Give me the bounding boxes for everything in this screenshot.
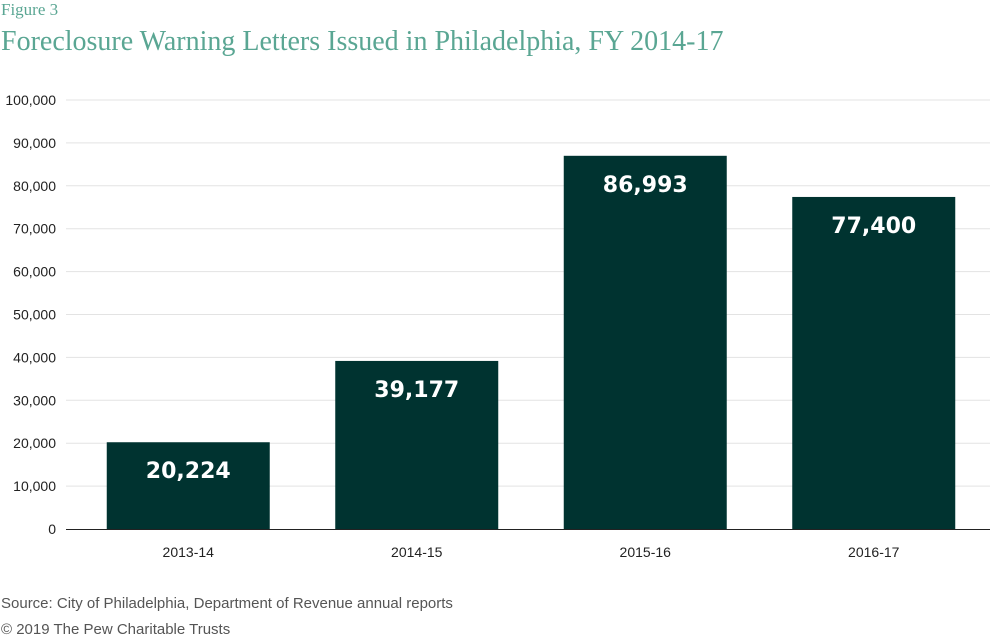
bar-2014-15 <box>335 360 499 529</box>
source-note: Source: City of Philadelphia, Department… <box>1 595 453 612</box>
chart-title: Foreclosure Warning Letters Issued in Ph… <box>1 26 724 57</box>
x-tick-label: 2015-16 <box>620 544 672 560</box>
data-label: 20,224 <box>146 459 231 484</box>
y-tick-label: 60,000 <box>13 264 56 280</box>
copyright-note: © 2019 The Pew Charitable Trusts <box>1 621 231 638</box>
y-tick-label: 20,000 <box>13 435 56 451</box>
y-tick-label: 70,000 <box>13 221 56 237</box>
bar-2015-16 <box>563 155 727 529</box>
y-tick-label: 80,000 <box>13 178 56 194</box>
y-tick-label: 100,000 <box>5 92 56 108</box>
bar-2013-14 <box>106 442 270 529</box>
y-axis-tick-labels: 0 10,000 20,000 30,000 40,000 50,000 60,000 70,… <box>5 92 56 537</box>
y-tick-label: 30,000 <box>13 392 56 408</box>
x-tick-label: 2013-14 <box>163 544 215 560</box>
data-label: 86,993 <box>603 173 688 198</box>
y-tick-label: 0 <box>48 521 56 537</box>
y-tick-label: 50,000 <box>13 307 56 323</box>
y-tick-label: 90,000 <box>13 135 56 151</box>
y-tick-label: 10,000 <box>13 478 56 494</box>
y-tick-label: 40,000 <box>13 349 56 365</box>
x-tick-label: 2014-15 <box>391 544 443 560</box>
data-label: 77,400 <box>831 214 916 239</box>
data-labels: 20,224 39,177 86,993 77,400 <box>146 173 916 484</box>
data-label: 39,177 <box>374 378 459 403</box>
x-axis-tick-labels: 2013-14 2014-15 2015-16 2016-17 <box>163 544 900 560</box>
bars <box>106 155 956 530</box>
figure-label: Figure 3 <box>1 0 59 19</box>
bar-2016-17 <box>792 196 956 530</box>
x-tick-label: 2016-17 <box>848 544 900 560</box>
